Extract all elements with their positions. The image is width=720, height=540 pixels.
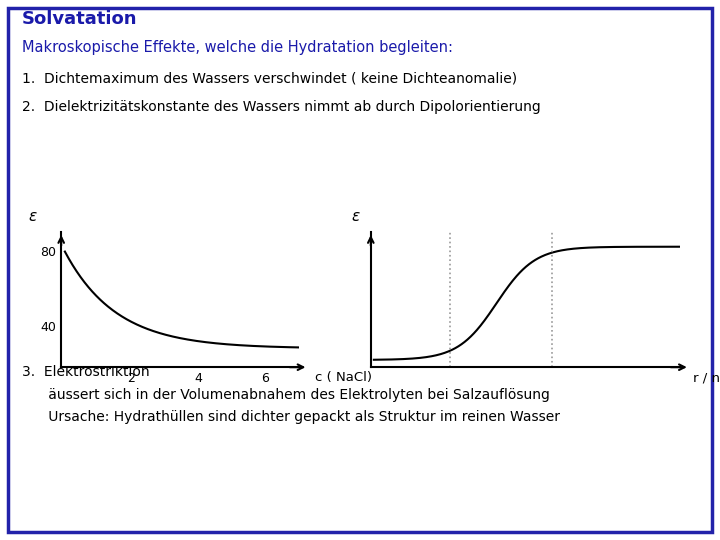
Text: 3.  Elektrostriktion: 3. Elektrostriktion xyxy=(22,365,150,379)
Text: ε: ε xyxy=(29,209,37,224)
Text: Ursache: Hydrathüllen sind dichter gepackt als Struktur im reinen Wasser: Ursache: Hydrathüllen sind dichter gepac… xyxy=(22,410,560,424)
Text: ε: ε xyxy=(351,209,359,224)
Text: 2.  Dielektrizitätskonstante des Wassers nimmt ab durch Dipolorientierung: 2. Dielektrizitätskonstante des Wassers … xyxy=(22,100,541,114)
Text: 1.  Dichtemaximum des Wassers verschwindet ( keine Dichteanomalie): 1. Dichtemaximum des Wassers verschwinde… xyxy=(22,72,517,86)
Text: äussert sich in der Volumenabnahem des Elektrolyten bei Salzauflösung: äussert sich in der Volumenabnahem des E… xyxy=(22,388,550,402)
Text: Makroskopische Effekte, welche die Hydratation begleiten:: Makroskopische Effekte, welche die Hydra… xyxy=(22,40,453,55)
Text: Solvatation: Solvatation xyxy=(22,10,138,28)
Text: r / nm: r / nm xyxy=(693,372,720,384)
Text: c ( NaCl): c ( NaCl) xyxy=(315,372,372,384)
